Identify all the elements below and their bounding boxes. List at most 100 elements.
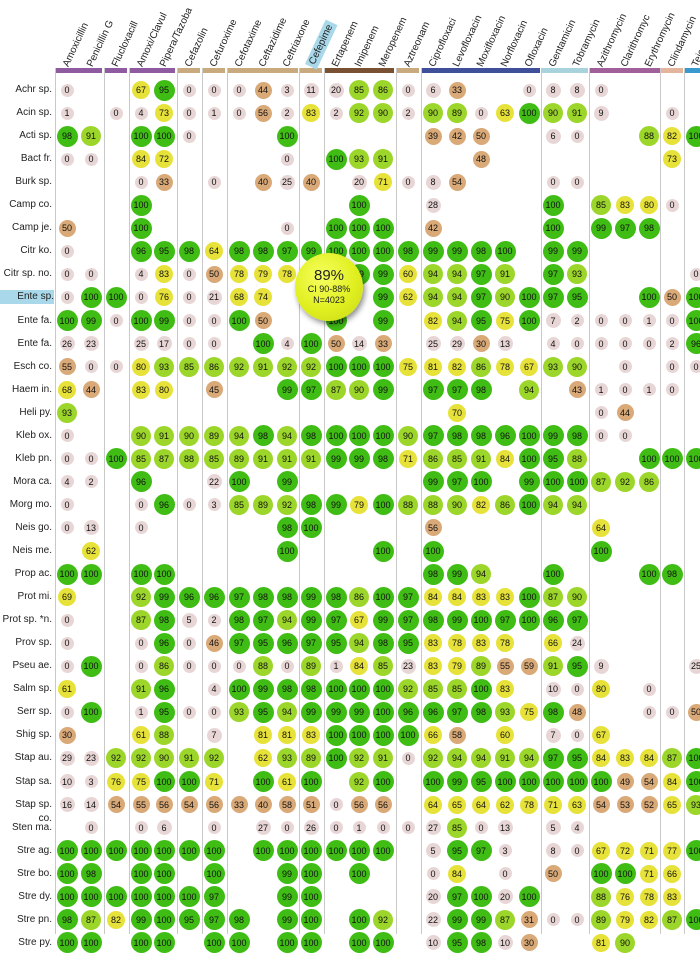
data-cell[interactable]: 100: [519, 610, 540, 631]
data-cell[interactable]: 24: [570, 636, 585, 651]
data-cell[interactable]: 100: [326, 748, 347, 769]
data-cell[interactable]: 0: [183, 660, 196, 673]
data-cell[interactable]: 14: [84, 797, 99, 812]
data-cell[interactable]: 88: [639, 126, 659, 146]
data-cell[interactable]: 100: [179, 771, 200, 792]
data-cell[interactable]: 100: [373, 702, 394, 723]
data-cell[interactable]: 100: [154, 909, 175, 930]
data-cell[interactable]: 10: [498, 935, 513, 950]
data-cell[interactable]: 100: [229, 471, 250, 492]
data-cell[interactable]: 85: [229, 495, 249, 515]
data-cell[interactable]: 100: [373, 241, 394, 262]
data-cell[interactable]: 90: [447, 495, 467, 515]
data-cell[interactable]: 51: [303, 796, 320, 813]
data-cell[interactable]: 96: [495, 425, 516, 446]
data-cell[interactable]: 0: [183, 268, 196, 281]
data-cell[interactable]: 100: [131, 310, 152, 331]
data-cell[interactable]: 71: [544, 796, 562, 814]
data-cell[interactable]: 0: [61, 245, 74, 258]
data-cell[interactable]: 100: [326, 679, 347, 700]
data-cell[interactable]: 99: [423, 241, 444, 262]
data-cell[interactable]: 45: [206, 381, 223, 398]
data-cell[interactable]: 10: [546, 682, 561, 697]
data-cell[interactable]: 100: [301, 840, 322, 861]
data-cell[interactable]: 97: [301, 379, 322, 400]
data-cell[interactable]: 100: [373, 494, 394, 515]
data-cell[interactable]: 89: [229, 449, 249, 469]
data-cell[interactable]: 94: [447, 311, 467, 331]
data-cell[interactable]: 0: [571, 844, 584, 857]
data-cell[interactable]: 100: [471, 679, 492, 700]
data-cell[interactable]: 8: [546, 843, 561, 858]
data-cell[interactable]: 100: [301, 517, 322, 538]
data-cell[interactable]: 99: [567, 241, 588, 262]
data-cell[interactable]: 90: [398, 426, 418, 446]
data-cell[interactable]: 54: [593, 796, 610, 813]
data-cell[interactable]: 0: [233, 107, 246, 120]
data-cell[interactable]: 99: [423, 471, 444, 492]
row-header[interactable]: Bact fr.: [0, 152, 52, 166]
row-header[interactable]: Ente sp.: [0, 290, 54, 304]
data-cell[interactable]: 25: [280, 175, 295, 190]
data-cell[interactable]: 79: [350, 496, 368, 514]
data-cell[interactable]: 4: [135, 107, 148, 120]
data-cell[interactable]: 78: [640, 888, 658, 906]
data-cell[interactable]: 95: [179, 909, 200, 930]
data-cell[interactable]: 90: [131, 426, 151, 446]
data-cell[interactable]: 40: [255, 796, 272, 813]
data-cell[interactable]: 95: [253, 702, 274, 723]
data-cell[interactable]: 64: [592, 519, 610, 537]
data-cell[interactable]: 99: [277, 909, 298, 930]
data-cell[interactable]: 69: [58, 588, 76, 606]
data-cell[interactable]: 65: [663, 796, 681, 814]
data-cell[interactable]: 95: [326, 633, 347, 654]
data-cell[interactable]: 42: [449, 128, 466, 145]
data-cell[interactable]: 98: [179, 241, 200, 262]
data-cell[interactable]: 90: [615, 933, 635, 953]
row-header[interactable]: Haem in.: [0, 383, 52, 397]
data-cell[interactable]: 100: [349, 195, 370, 216]
data-cell[interactable]: 88: [179, 449, 199, 469]
data-cell[interactable]: 97: [301, 633, 322, 654]
data-cell[interactable]: 1: [353, 821, 366, 834]
data-cell[interactable]: 30: [59, 727, 76, 744]
data-cell[interactable]: 98: [567, 425, 588, 446]
data-cell[interactable]: 98: [253, 587, 274, 608]
data-cell[interactable]: 100: [253, 840, 274, 861]
data-cell[interactable]: 71: [640, 865, 658, 883]
data-cell[interactable]: 22: [207, 474, 222, 489]
data-cell[interactable]: 53: [617, 796, 634, 813]
data-cell[interactable]: 0: [183, 498, 196, 511]
data-cell[interactable]: 100: [253, 771, 274, 792]
data-cell[interactable]: 0: [61, 637, 74, 650]
data-cell[interactable]: 84: [448, 588, 466, 606]
data-cell[interactable]: 0: [595, 406, 608, 419]
data-cell[interactable]: 26: [60, 336, 75, 351]
data-cell[interactable]: 94: [229, 426, 249, 446]
data-cell[interactable]: 44: [255, 82, 272, 99]
data-cell[interactable]: 5: [182, 613, 197, 628]
data-cell[interactable]: 0: [208, 337, 221, 350]
data-cell[interactable]: 100: [423, 541, 444, 562]
data-cell[interactable]: 100: [591, 771, 612, 792]
data-cell[interactable]: 100: [567, 471, 588, 492]
data-cell[interactable]: 100: [349, 863, 370, 884]
data-cell[interactable]: 0: [208, 84, 221, 97]
data-cell[interactable]: 100: [277, 126, 298, 147]
data-cell[interactable]: 91: [373, 149, 393, 169]
data-cell[interactable]: 93: [154, 357, 174, 377]
data-cell[interactable]: 94: [471, 564, 491, 584]
data-cell[interactable]: 86: [373, 80, 393, 100]
data-cell[interactable]: 33: [156, 174, 173, 191]
data-cell[interactable]: 20: [498, 889, 513, 904]
data-cell[interactable]: 70: [448, 404, 466, 422]
data-cell[interactable]: 0: [595, 314, 608, 327]
data-cell[interactable]: 99: [373, 287, 394, 308]
data-cell[interactable]: 82: [448, 358, 466, 376]
data-cell[interactable]: 100: [349, 425, 370, 446]
data-cell[interactable]: 100: [471, 471, 492, 492]
data-cell[interactable]: 100: [349, 725, 370, 746]
data-cell[interactable]: 95: [471, 310, 492, 331]
data-cell[interactable]: 48: [473, 151, 490, 168]
data-cell[interactable]: 50: [328, 335, 345, 352]
